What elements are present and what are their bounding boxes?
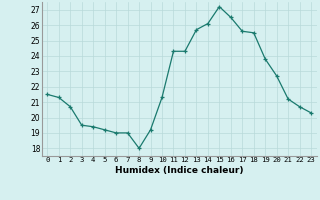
X-axis label: Humidex (Indice chaleur): Humidex (Indice chaleur) xyxy=(115,166,244,175)
